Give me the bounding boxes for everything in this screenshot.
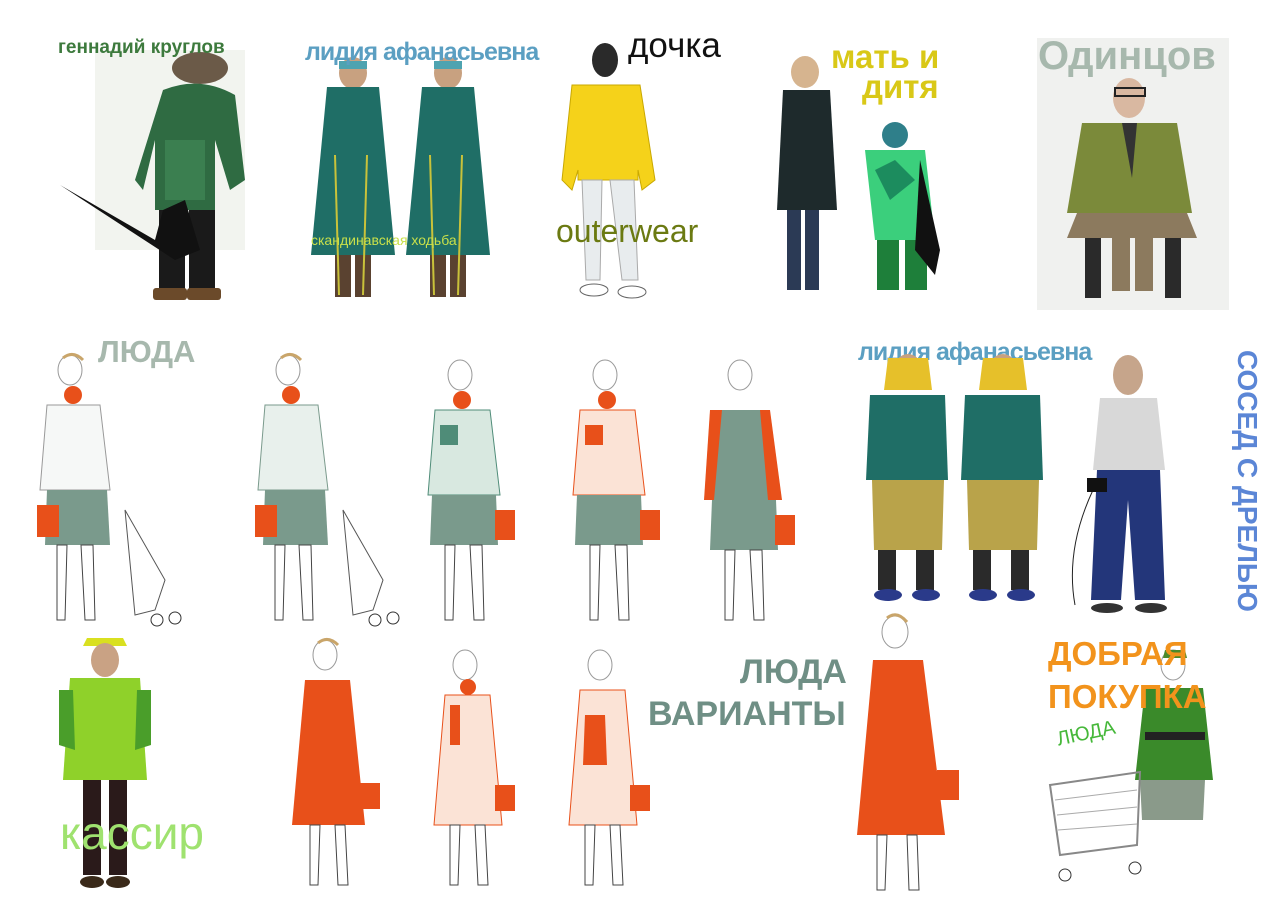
label-lyuda-variants-2: ВАРИАНТЫ (648, 695, 846, 733)
figure-gennadiy (55, 50, 255, 312)
figure-lidia-mid-2 (955, 350, 1050, 610)
photo-odintsov (1037, 38, 1229, 310)
figure-lidia-mid-1 (860, 350, 955, 610)
label-lyuda-top: ЛЮДА (98, 334, 196, 369)
figure-lidia-top-2 (400, 55, 495, 305)
figure-dochka (560, 40, 670, 315)
sketch-dress-3 (565, 645, 665, 890)
sketch-wrap-dress (855, 610, 975, 895)
figure-cashier (55, 630, 155, 900)
sketch-lyuda-1 (35, 350, 190, 630)
sketch-dress-2 (430, 645, 530, 890)
sketch-lyuda-3 (420, 355, 525, 630)
label-odintsov: Одинцов (1038, 34, 1216, 78)
sketch-lyuda-4 (565, 355, 670, 630)
label-lyuda-variants-1: ЛЮДА (740, 653, 847, 691)
label-dobraya-1: ДОБРАЯ (1048, 635, 1188, 672)
sketch-lyuda-5 (700, 355, 805, 630)
label-mother-line1: мать и (831, 38, 940, 75)
figure-mother-child (775, 50, 945, 305)
label-cashier: кассир (60, 807, 204, 859)
label-outerwear: outerwear (556, 213, 699, 249)
label-nordic-walking: скандинавская ходьба (311, 232, 457, 248)
label-neighbor: СОСЕД С ДРЕЛЬЮ (1232, 350, 1263, 612)
sketch-dress-1 (290, 635, 390, 890)
label-dochka: дочка (628, 26, 721, 65)
sketch-lyuda-2 (253, 350, 408, 630)
figure-cart-lyuda (1045, 640, 1225, 890)
label-lidia-top: лидия афанасьевна (305, 38, 539, 66)
figure-neighbor-drill (1065, 350, 1190, 620)
label-dobraya-2: ПОКУПКА (1048, 678, 1207, 715)
label-mother-line2: дитя (862, 68, 939, 105)
label-gennadiy: геннадий круглов (58, 37, 225, 58)
figure-lidia-top-1 (305, 55, 400, 305)
